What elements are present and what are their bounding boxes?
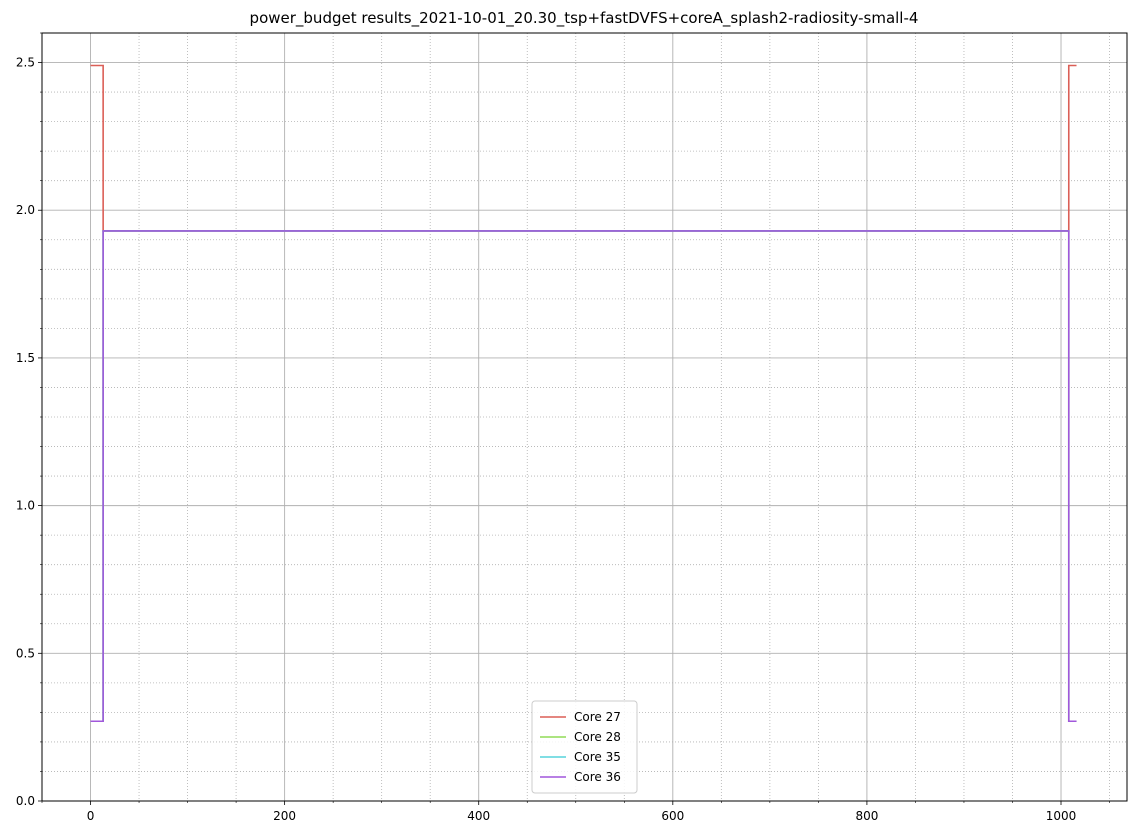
x-tick-label: 400 bbox=[467, 809, 490, 823]
y-tick-label: 1.0 bbox=[16, 499, 35, 513]
legend-label: Core 36 bbox=[574, 770, 621, 784]
y-tick-label: 1.5 bbox=[16, 351, 35, 365]
y-axis: 0.0 0.5 1.0 1.5 2.0 2.5 bbox=[16, 32, 42, 808]
x-tick-label: 1000 bbox=[1046, 809, 1077, 823]
legend-label: Core 27 bbox=[574, 710, 621, 724]
x-tick-label: 0 bbox=[87, 809, 95, 823]
series-group bbox=[90, 64, 1077, 723]
y-tick-label: 0.5 bbox=[16, 646, 35, 660]
x-axis: 0 200 400 600 800 1000 bbox=[41, 801, 1110, 823]
x-tick-label: 800 bbox=[855, 809, 878, 823]
legend: Core 27 Core 28 Core 35 Core 36 bbox=[531, 700, 638, 794]
grid-minor bbox=[41, 32, 1127, 801]
legend-box bbox=[531, 700, 638, 794]
x-tick-label: 200 bbox=[273, 809, 296, 823]
legend-label: Core 35 bbox=[574, 750, 621, 764]
series-line-core-28 bbox=[90, 230, 1077, 723]
y-tick-label: 2.0 bbox=[16, 203, 35, 217]
series-line-core-35 bbox=[90, 230, 1077, 723]
chart-title: power_budget results_2021-10-01_20.30_ts… bbox=[250, 9, 919, 28]
y-tick-label: 2.5 bbox=[16, 56, 35, 70]
series-line-core-36 bbox=[90, 230, 1077, 723]
series-line-core-27 bbox=[90, 64, 1077, 232]
x-tick-label: 600 bbox=[661, 809, 684, 823]
y-tick-label: 0.0 bbox=[16, 794, 35, 808]
legend-label: Core 28 bbox=[574, 730, 621, 744]
